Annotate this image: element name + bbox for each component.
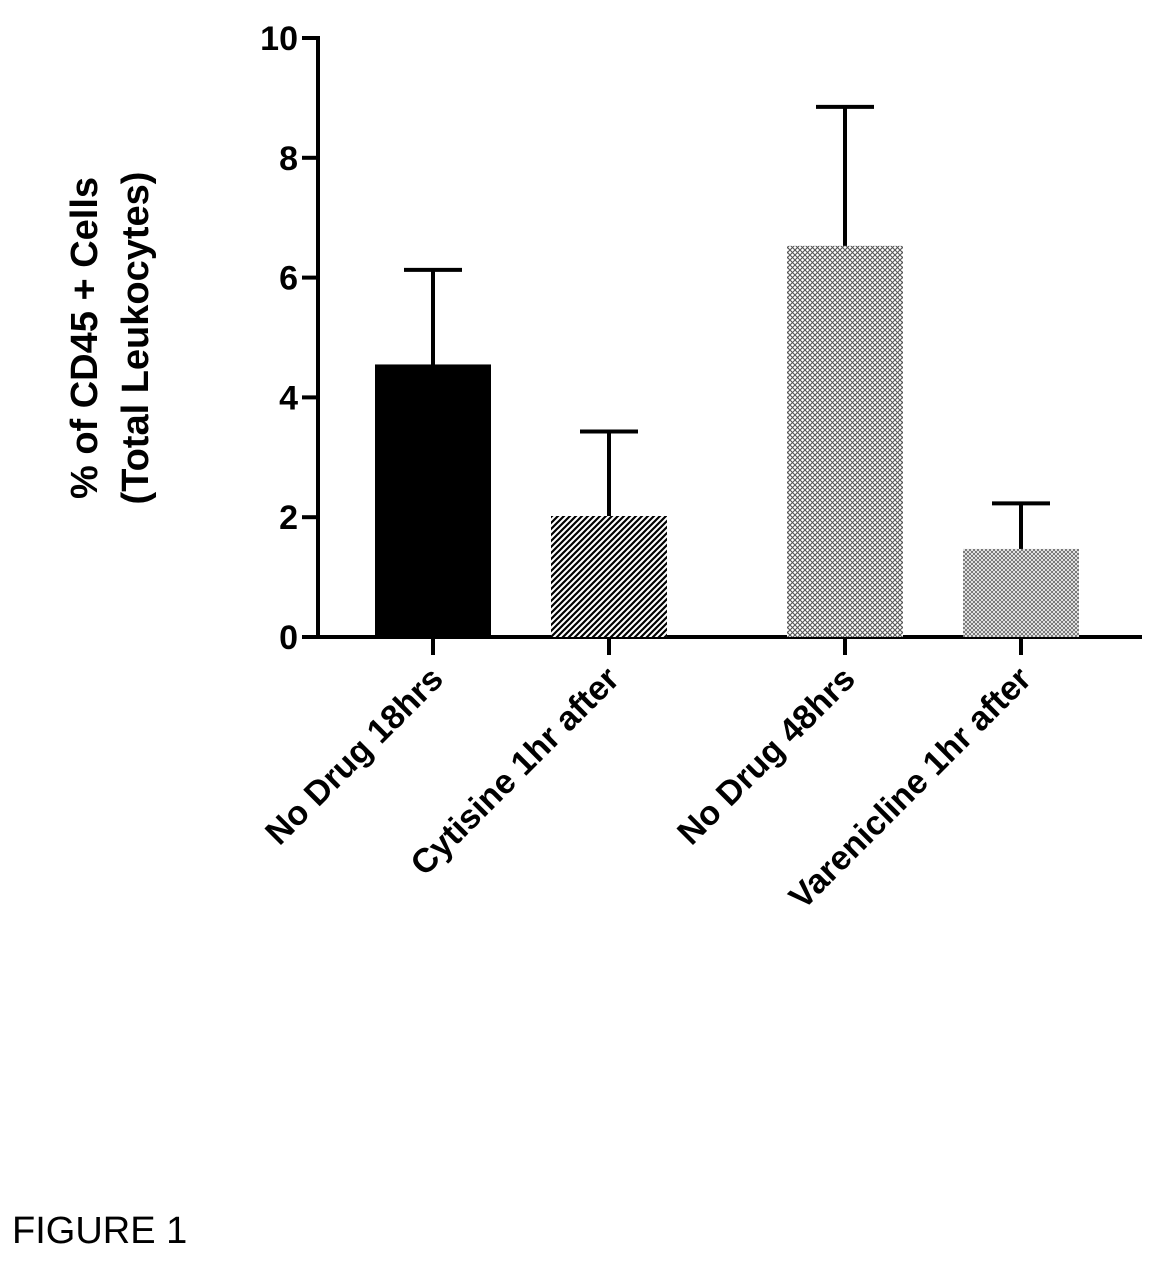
y-axis-label-line: % of CD45 + Cells — [64, 177, 106, 499]
y-tick-label: 6 — [279, 260, 298, 298]
bar — [551, 516, 667, 637]
x-tick-label: No Drug 18hrs — [258, 660, 451, 853]
x-tick-label: No Drug 48hrs — [670, 660, 863, 853]
error-bars — [404, 104, 1050, 549]
y-axis-label-line: (Total Leukocytes) — [115, 172, 157, 505]
bar — [787, 245, 903, 637]
y-tick-label: 10 — [260, 20, 298, 58]
y-tick-label: 4 — [279, 379, 298, 417]
bar — [375, 364, 491, 637]
y-tick-label: 8 — [279, 140, 298, 178]
figure-caption: FIGURE 1 — [12, 1210, 188, 1252]
y-axis-label: % of CD45 + Cells (Total Leukocytes) — [64, 172, 157, 505]
y-tick-label: 0 — [279, 619, 298, 657]
y-ticks: 0 2 4 6 8 10 — [260, 20, 318, 657]
y-tick-label: 2 — [279, 499, 298, 537]
bar — [963, 548, 1079, 637]
bars — [375, 245, 1079, 637]
